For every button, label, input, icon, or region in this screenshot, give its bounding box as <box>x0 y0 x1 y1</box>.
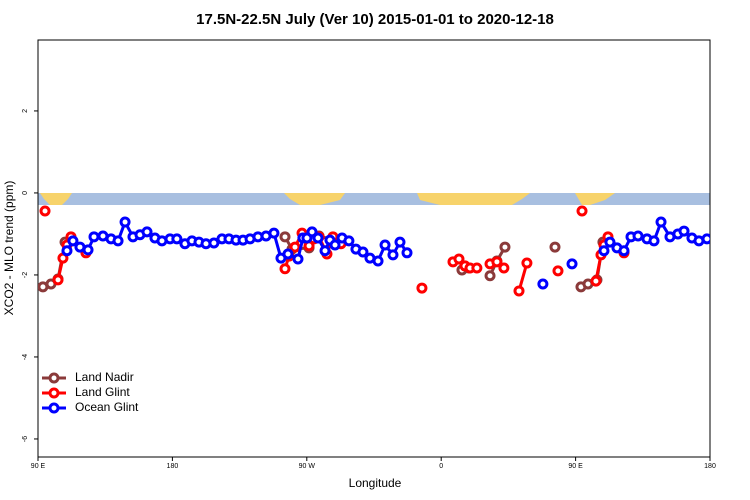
data-point <box>552 265 564 277</box>
plot-frame <box>37 39 711 458</box>
data-point <box>491 256 503 268</box>
data-point <box>319 245 331 257</box>
data-point <box>484 270 496 282</box>
x-tick-label: 180 <box>704 463 716 470</box>
x-tick-label: 90 E <box>31 463 46 470</box>
data-point <box>401 247 413 259</box>
data-point <box>387 249 399 261</box>
data-point <box>357 246 369 258</box>
y-tick-label: 2 <box>22 109 29 113</box>
y-axis-label: XCO2 - MLO trend (ppm) <box>2 181 16 316</box>
data-point <box>598 245 610 257</box>
data-point <box>471 262 483 274</box>
data-point <box>701 233 710 245</box>
data-point <box>655 216 667 228</box>
data-point <box>52 274 64 286</box>
data-point <box>549 241 561 253</box>
data-point <box>618 245 630 257</box>
y-tick-label: 0 <box>22 191 29 195</box>
data-point <box>208 237 220 249</box>
data-point <box>453 253 465 265</box>
data-point <box>61 245 73 257</box>
data-point <box>521 257 533 269</box>
data-point <box>632 230 644 242</box>
chart-title: 17.5N-22.5N July (Ver 10) 2015-01-01 to … <box>196 11 554 28</box>
data-point <box>279 263 291 275</box>
map-strip <box>38 193 710 205</box>
data-point <box>67 235 79 247</box>
data-point <box>329 239 341 251</box>
data-point <box>279 231 291 243</box>
data-point <box>141 226 153 238</box>
x-tick-label: 180 <box>167 463 179 470</box>
legend-marker <box>48 372 60 384</box>
data-point <box>171 233 183 245</box>
data-point <box>498 262 510 274</box>
legend-marker <box>48 402 60 414</box>
data-point <box>394 236 406 248</box>
data-point <box>372 255 384 267</box>
data-point <box>513 285 525 297</box>
data-point <box>590 275 602 287</box>
data-point <box>82 244 94 256</box>
data-point <box>39 205 51 217</box>
data-point <box>306 226 318 238</box>
data-point <box>343 235 355 247</box>
legend-marker <box>48 387 60 399</box>
y-tick-label: -6 <box>22 436 29 442</box>
plot-area <box>38 205 710 297</box>
data-point <box>119 216 131 228</box>
data-point <box>292 253 304 265</box>
y-tick-label: -4 <box>22 354 29 360</box>
data-point <box>499 241 511 253</box>
data-point <box>566 258 578 270</box>
data-point <box>648 235 660 247</box>
legend-label: Land Nadir <box>75 370 134 384</box>
data-point <box>289 241 301 253</box>
data-point <box>416 282 428 294</box>
x-tick-label: 90 E <box>568 463 583 470</box>
data-point <box>537 278 549 290</box>
x-axis-label: Longitude <box>349 476 402 490</box>
data-point <box>312 232 324 244</box>
data-point <box>282 248 294 260</box>
legend-label: Land Glint <box>75 385 130 399</box>
y-tick-label: -2 <box>22 272 29 278</box>
x-tick-label: 0 <box>439 463 443 470</box>
legend-label: Ocean Glint <box>75 400 139 414</box>
data-point <box>604 236 616 248</box>
data-point <box>268 227 280 239</box>
data-point <box>88 231 100 243</box>
x-tick-label: 90 W <box>299 463 316 470</box>
data-point <box>576 205 588 217</box>
data-point <box>112 235 124 247</box>
data-point <box>379 239 391 251</box>
data-point <box>678 225 690 237</box>
